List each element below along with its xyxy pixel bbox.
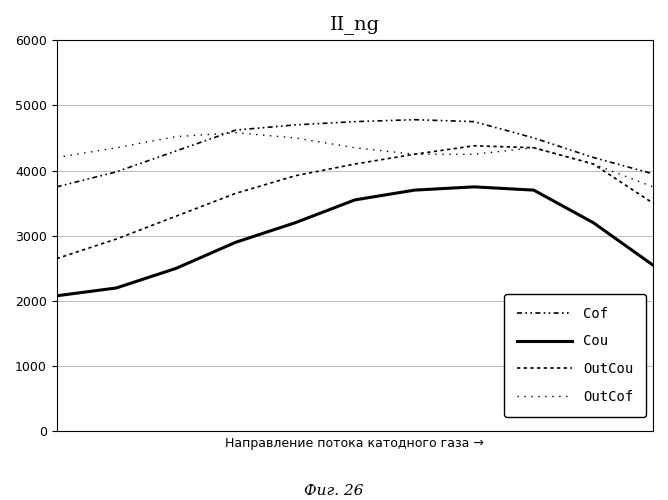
OutCou — [291, 173, 299, 179]
OutCou — [53, 256, 61, 262]
Cou — [649, 262, 657, 268]
Cof — [470, 118, 478, 124]
OutCof — [649, 184, 657, 190]
OutCou — [530, 144, 538, 150]
Line: OutCof: OutCof — [57, 132, 653, 187]
Line: Cof: Cof — [57, 120, 653, 187]
Legend: Cof, Cou, OutCou, OutCof: Cof, Cou, OutCou, OutCof — [504, 294, 646, 416]
Cof — [112, 169, 120, 175]
Cof — [172, 148, 180, 154]
OutCou — [470, 143, 478, 149]
OutCof — [172, 134, 180, 140]
Cou — [291, 220, 299, 226]
Line: OutCou: OutCou — [57, 146, 653, 258]
OutCou — [589, 161, 597, 167]
OutCof — [410, 151, 418, 157]
Cof — [649, 171, 657, 177]
OutCof — [53, 154, 61, 160]
OutCou — [351, 161, 359, 167]
Title: II_ng: II_ng — [330, 15, 380, 34]
Cof — [351, 118, 359, 124]
Cof — [291, 122, 299, 128]
OutCof — [291, 135, 299, 141]
OutCou — [232, 190, 240, 196]
Cof — [530, 135, 538, 141]
Cou — [589, 220, 597, 226]
OutCof — [589, 161, 597, 167]
Cof — [232, 127, 240, 133]
Cou — [53, 293, 61, 299]
Cou — [112, 285, 120, 291]
Cof — [589, 154, 597, 160]
Cou — [410, 187, 418, 193]
OutCof — [232, 130, 240, 136]
X-axis label: Направление потока катодного газа →: Направление потока катодного газа → — [225, 437, 484, 450]
OutCof — [470, 151, 478, 157]
OutCou — [112, 236, 120, 242]
Text: Фиг. 26: Фиг. 26 — [304, 484, 364, 498]
Cof — [410, 116, 418, 122]
Cou — [470, 184, 478, 190]
Cou — [530, 187, 538, 193]
Cou — [172, 266, 180, 272]
Cou — [232, 240, 240, 246]
OutCof — [530, 144, 538, 150]
OutCou — [649, 200, 657, 206]
Cou — [351, 197, 359, 203]
OutCou — [172, 213, 180, 219]
OutCof — [112, 144, 120, 150]
Line: Cou: Cou — [57, 187, 653, 296]
OutCou — [410, 151, 418, 157]
OutCof — [351, 144, 359, 150]
Cof — [53, 184, 61, 190]
